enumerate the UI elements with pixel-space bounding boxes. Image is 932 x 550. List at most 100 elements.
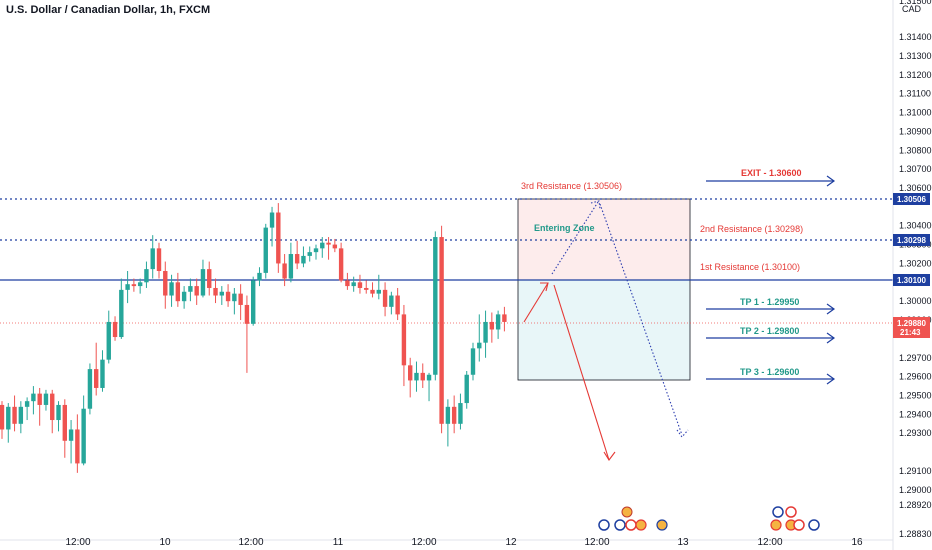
dotted-up-arrowhead [590, 200, 601, 210]
candle-body [301, 255, 306, 264]
time-tick-label: 12:00 [65, 537, 90, 548]
dotted-up-path [551, 201, 599, 275]
candle-body [213, 287, 218, 296]
time-axis-ticks: 12:00 10 12:00 11 12:00 12 12:00 13 12:00 16 [65, 537, 863, 548]
candle-body [376, 289, 381, 294]
candle-body [150, 248, 155, 270]
tp1-target: TP 1 - 1.29950 [706, 297, 836, 315]
candle-body [401, 314, 407, 366]
candle-body [470, 348, 476, 375]
price-tick-label: 1.28920 [899, 500, 932, 510]
candle-body [307, 252, 312, 256]
candle-body [62, 404, 67, 441]
candlestick-series [0, 203, 507, 473]
candle-body [163, 271, 168, 296]
candle-body [24, 401, 30, 407]
tag-1.30100-text: 1.30100 [897, 276, 926, 285]
resistance-3-label: 3rd Resistance (1.30506) [521, 181, 622, 191]
price-tick-label: 1.29300 [899, 428, 932, 438]
price-tick-label: 1.30200 [899, 258, 932, 268]
candle-body [338, 248, 344, 281]
candle-body [50, 393, 55, 421]
candle-body [251, 280, 256, 324]
candle-body [408, 365, 413, 381]
last-price-tag [893, 317, 930, 338]
us-flag-icon[interactable] [656, 519, 668, 531]
tag-1.30100 [893, 274, 930, 286]
economic-events-group-1[interactable] [598, 506, 668, 531]
currency-label: CAD [902, 4, 922, 14]
candle-body [106, 321, 111, 360]
candle-body [263, 227, 268, 273]
candle-body [112, 321, 118, 338]
candle-body [156, 248, 162, 271]
candle-body [175, 282, 181, 302]
price-tick-label: 1.31100 [899, 89, 931, 99]
candle-body [238, 293, 243, 305]
price-tick-label: 1.30000 [899, 296, 932, 306]
last-price-value: 1.29880 [897, 319, 926, 328]
ca-flag-icon[interactable] [625, 519, 637, 531]
price-axis-area[interactable] [894, 0, 932, 540]
up-projection-path [523, 282, 549, 323]
candle-body [357, 282, 363, 288]
time-tick-label: 12:00 [238, 537, 263, 548]
candle-body [81, 408, 86, 464]
candle-body [219, 291, 224, 296]
candle-body [225, 291, 231, 302]
candle-body [6, 406, 11, 430]
candle-body [87, 369, 93, 409]
price-tick-label: 1.30400 [899, 221, 932, 231]
price-axis-ticks: 1.31400 1.31300 1.31200 1.31100 1.31000 1.309… [899, 0, 932, 539]
tp2-label: TP 2 - 1.29800 [740, 326, 799, 336]
candle-body [426, 374, 432, 381]
time-tick-label: 12:00 [757, 537, 782, 548]
tp3-target: TP 3 - 1.29600 [706, 367, 836, 385]
candle-body [382, 289, 388, 307]
us-flag-icon[interactable] [614, 519, 626, 531]
down-projection-path [553, 284, 610, 461]
candle-body [433, 237, 438, 375]
candle-body [451, 406, 457, 424]
exit-target: EXIT - 1.30600 [706, 168, 836, 187]
candle-body [414, 372, 419, 381]
candle-body [313, 248, 319, 253]
us-flag-icon[interactable] [785, 506, 797, 518]
candle-body [200, 269, 206, 296]
us-flag-icon[interactable] [621, 506, 633, 518]
time-tick-label: 12:00 [584, 537, 609, 548]
us-flag-icon[interactable] [598, 519, 610, 531]
candle-body [75, 429, 80, 464]
price-tick-label: 1.31400 [899, 32, 932, 42]
candle-body [56, 404, 61, 421]
candle-body [294, 254, 300, 264]
candle-body [119, 289, 124, 338]
candle-body [420, 372, 425, 381]
us-flag-icon[interactable] [772, 506, 784, 518]
candle-body [458, 403, 463, 424]
tp3-label: TP 3 - 1.29600 [740, 367, 799, 377]
price-tick-label: 1.31500 [899, 0, 932, 6]
candle-body [169, 282, 174, 296]
candle-body [188, 286, 193, 292]
tag-1.30298 [893, 234, 930, 246]
candle-body [464, 374, 469, 404]
exit-label: EXIT - 1.30600 [741, 168, 802, 178]
us-flag-icon[interactable] [808, 519, 820, 531]
price-tick-label: 1.29600 [899, 372, 932, 382]
candle-body [68, 429, 74, 441]
economic-events-group-2[interactable] [770, 506, 820, 531]
candle-body [244, 304, 250, 324]
candle-body [269, 212, 275, 228]
entering-zone-label: Entering Zone [534, 223, 595, 233]
ca-flag-icon[interactable] [770, 519, 782, 531]
ca-flag-icon[interactable] [635, 519, 647, 531]
price-tick-label: 1.28830 [899, 529, 932, 539]
up-projection-arrowhead [540, 282, 549, 292]
ca-flag-icon[interactable] [793, 519, 805, 531]
entering-zone-box [517, 279, 691, 381]
tp1-label: TP 1 - 1.29950 [740, 297, 799, 307]
candle-body [125, 284, 130, 290]
